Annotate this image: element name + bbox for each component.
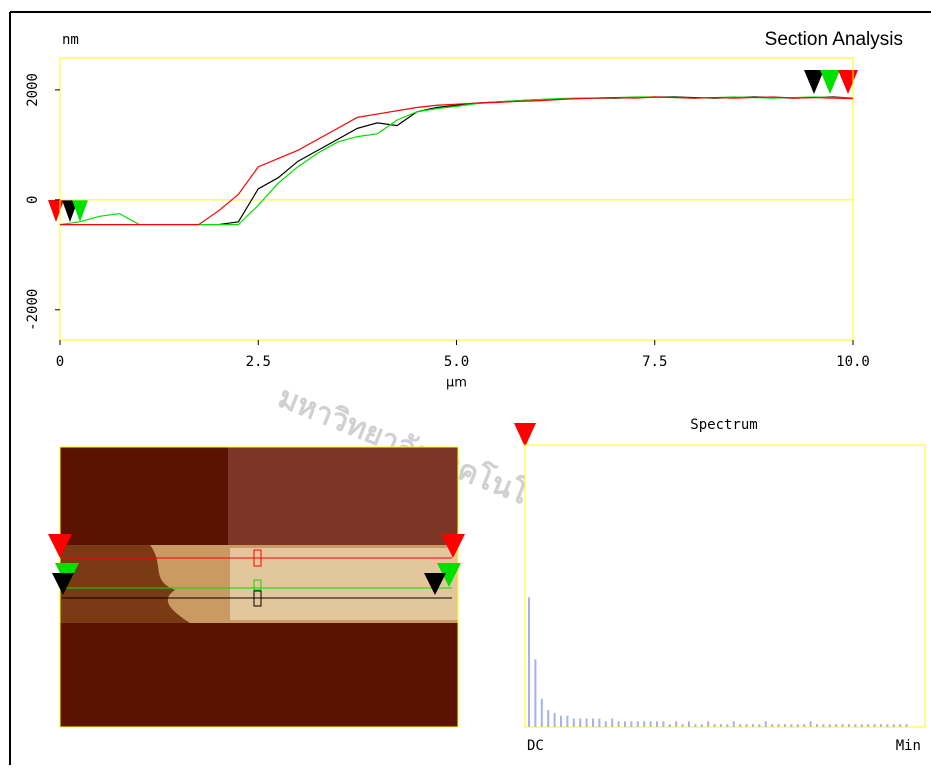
y-tick-label: 0 — [25, 196, 41, 204]
spectrum-bar — [701, 724, 703, 727]
window-title: Section Analysis — [765, 29, 903, 50]
spectrum-bar — [630, 721, 632, 727]
spectrum-bar — [874, 724, 876, 727]
spectrum-bar — [842, 724, 844, 727]
spectrum-bar — [758, 724, 760, 727]
spectrum-bar — [771, 724, 773, 727]
spectrum-bar — [650, 721, 652, 727]
spectrum-bar — [554, 713, 556, 727]
x-tick-label: 10.0 — [836, 354, 870, 370]
spectrum-bar — [893, 724, 895, 727]
spectrum-bar — [573, 719, 575, 727]
spectrum-bar — [899, 724, 901, 727]
spectrum-bar — [528, 597, 530, 727]
spectrum-bar — [720, 724, 722, 727]
x-tick-label: 2.5 — [246, 354, 271, 370]
spectrum-bar — [637, 721, 639, 727]
spectrum-bar — [707, 721, 709, 727]
spectrum-bar — [566, 716, 568, 727]
spectrum-bar — [784, 724, 786, 727]
x-end-label: DC — [527, 738, 544, 754]
spectrum-bar — [790, 724, 792, 727]
spectrum-bar — [726, 724, 728, 727]
spectrum-bar — [643, 721, 645, 727]
spectrum-bar — [598, 719, 600, 727]
spectrum-bar — [682, 724, 684, 727]
spectrum-bar — [592, 719, 594, 727]
spectrum-bar — [752, 724, 754, 727]
spectrum-bar — [906, 724, 908, 727]
spectrum-bar — [547, 710, 549, 727]
x-tick-label: 5.0 — [444, 354, 469, 370]
spectrum-bar — [861, 724, 863, 727]
spectrum-bar — [835, 724, 837, 727]
spectrum-bar — [867, 724, 869, 727]
spectrum-frame — [525, 445, 925, 727]
spectrum-bar — [854, 724, 856, 727]
spectrum-bar — [675, 721, 677, 727]
spectrum-bar — [669, 724, 671, 727]
spectrum-bar — [541, 699, 543, 727]
spectrum-bar — [810, 721, 812, 727]
spectrum-title: Spectrum — [690, 417, 757, 433]
spectrum-bar — [848, 724, 850, 727]
x-axis-unit: µm — [446, 376, 467, 391]
spectrum-bar — [803, 724, 805, 727]
y-axis-unit: nm — [62, 32, 79, 48]
spectrum-bar — [579, 719, 581, 727]
spectrum-bar — [611, 719, 613, 727]
spectrum-bar — [560, 716, 562, 727]
spectrum-bar — [694, 724, 696, 727]
spectrum-bar — [656, 721, 658, 727]
spectrum-bar — [816, 724, 818, 727]
spectrum-bar — [586, 719, 588, 727]
spectrum-bar — [886, 724, 888, 727]
x-tick-label: 0 — [56, 354, 64, 370]
spectrum-bar — [778, 724, 780, 727]
spectrum-bar — [534, 659, 536, 727]
spectrum-bar — [662, 721, 664, 727]
spectrum-bar — [797, 724, 799, 727]
spectrum-bar — [880, 724, 882, 727]
section-analysis-window: Section Analysis มหาวิทยาลัยเทคโนโลยีสุร… — [0, 0, 931, 765]
spectrum-bar — [714, 724, 716, 727]
spectrum-bar — [829, 724, 831, 727]
spectrum-bar — [688, 721, 690, 727]
spectrum-bar — [765, 721, 767, 727]
spectrum-bar — [746, 724, 748, 727]
x-tick-label: 7.5 — [642, 354, 667, 370]
x-end-label: Min — [896, 738, 921, 754]
image-region — [228, 447, 458, 547]
spectrum-bar — [822, 724, 824, 727]
image-plateau — [230, 548, 458, 620]
spectrum-bar — [733, 721, 735, 727]
y-tick-label: 2000 — [25, 73, 41, 107]
spectrum-bar — [618, 721, 620, 727]
y-tick-label: -2000 — [25, 289, 41, 331]
spectrum-bar — [739, 724, 741, 727]
spectrum-bar — [605, 721, 607, 727]
height-image — [48, 447, 465, 727]
spectrum-bar — [624, 721, 626, 727]
